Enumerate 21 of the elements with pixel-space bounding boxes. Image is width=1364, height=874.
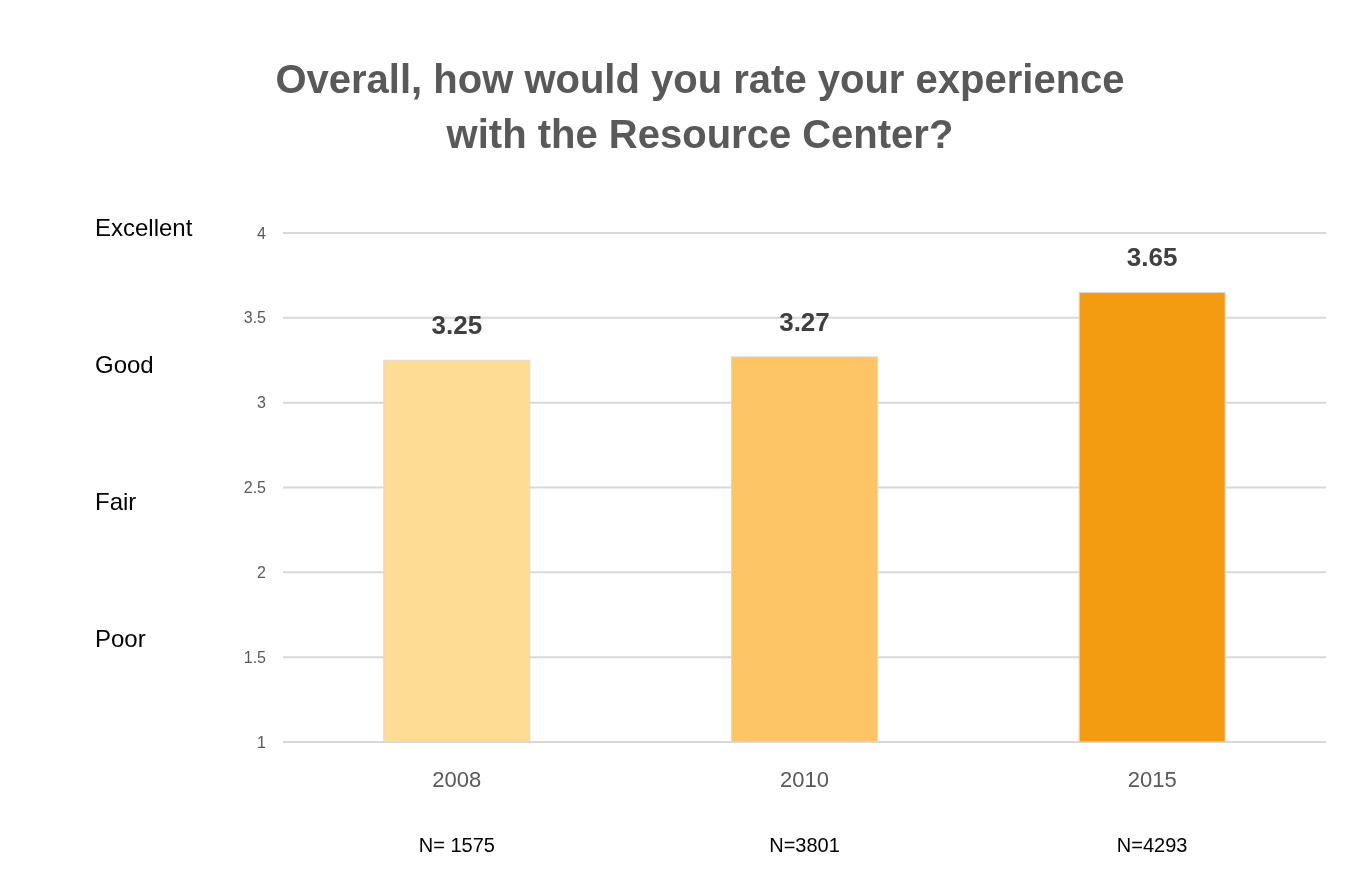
text: Poor: [95, 625, 146, 653]
text: Excellent: [95, 214, 193, 242]
chart-title: Overall, how would you rate your experience with the Resource Center?: [275, 57, 1125, 156]
text: N=3801: [769, 834, 840, 856]
x-tick-label: 2008: [432, 767, 482, 792]
data-label: 3.25: [431, 310, 483, 341]
y-tick-label: 3: [257, 394, 267, 412]
x-tick-label: 2010: [780, 767, 829, 792]
y-tick-label: 1: [257, 733, 267, 751]
data-label: 3.27: [779, 306, 830, 337]
text: Good: [95, 351, 154, 379]
x-tick-label: 2015: [1127, 767, 1177, 792]
data-label: 3.65: [1126, 242, 1178, 273]
text: N= 1575: [418, 834, 495, 856]
y-tick-label: 2: [257, 563, 267, 581]
text: Fair: [95, 488, 137, 516]
y-tick-label: 3.5: [243, 309, 267, 327]
text: N=4293: [1116, 834, 1188, 856]
y-tick-label: 2.5: [243, 479, 267, 497]
y-tick-label: 4: [257, 224, 267, 242]
y-tick-label: 1.5: [243, 648, 267, 666]
